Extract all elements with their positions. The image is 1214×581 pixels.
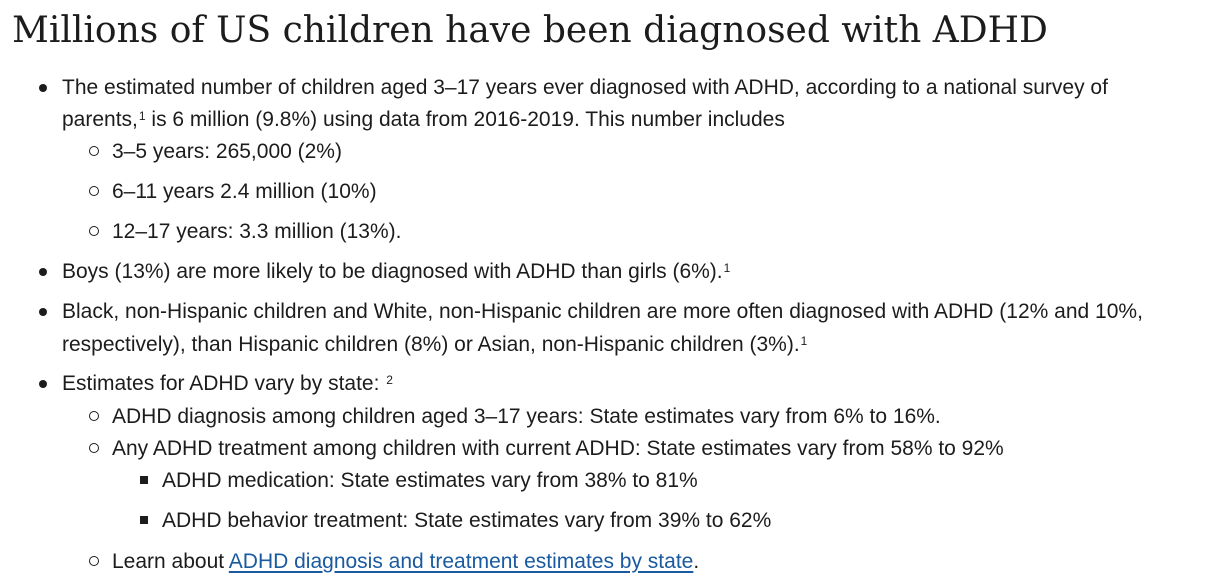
learn-about-prefix: Learn about — [112, 550, 229, 573]
bullet-circle-icon — [89, 146, 99, 156]
age-group-item: 12–17 years: 3.3 million (13%). — [112, 220, 402, 243]
bullet-circle-icon — [89, 226, 99, 236]
boys-text-body: Boys (13%) are more likely to be diagnos… — [62, 260, 723, 283]
race-text-line1: Black, non-Hispanic children and White, … — [62, 300, 1143, 323]
race-text-body: respectively), than Hispanic children (8… — [62, 333, 800, 356]
bullet-disc-icon — [39, 268, 47, 276]
bullet-square-icon — [140, 516, 148, 524]
bullet-square-icon — [140, 476, 148, 484]
footnote-ref-1[interactable]: 1 — [800, 334, 808, 348]
treatment-estimate-item: ADHD behavior treatment: State estimates… — [162, 509, 772, 532]
age-group-item: 6–11 years 2.4 million (10%) — [112, 180, 377, 203]
state-text: Estimates for ADHD vary by state: 2 — [62, 368, 393, 400]
estimated-text-rest: is 6 million (9.8%) using data from 2016… — [145, 108, 785, 131]
state-estimate-item: ADHD diagnosis among children aged 3–17 … — [112, 405, 941, 428]
bullet-circle-icon — [89, 556, 99, 566]
bullet-circle-icon — [89, 186, 99, 196]
estimated-text-parents: parents, — [62, 108, 138, 131]
state-estimates-link[interactable]: ADHD diagnosis and treatment estimates b… — [228, 550, 694, 573]
bullet-disc-icon — [39, 380, 47, 388]
footnote-ref-1[interactable]: 1 — [138, 109, 146, 123]
boys-text: Boys (13%) are more likely to be diagnos… — [62, 256, 730, 288]
estimated-text-line2: parents,1 is 6 million (9.8%) using data… — [62, 104, 785, 136]
bullet-disc-icon — [39, 308, 47, 316]
bullet-circle-icon — [89, 443, 99, 453]
bullet-circle-icon — [89, 411, 99, 421]
treatment-estimate-item: ADHD medication: State estimates vary fr… — [162, 469, 698, 492]
page-title: Millions of US children have been diagno… — [12, 10, 1048, 51]
race-text-line2: respectively), than Hispanic children (8… — [62, 329, 807, 361]
learn-about-item: Learn about ADHD diagnosis and treatment… — [112, 546, 699, 578]
bullet-disc-icon — [39, 84, 47, 92]
estimated-text-line1: The estimated number of children aged 3–… — [62, 76, 1108, 99]
age-group-item: 3–5 years: 265,000 (2%) — [112, 140, 342, 163]
footnote-ref-1[interactable]: 1 — [723, 261, 731, 275]
learn-about-suffix: . — [693, 550, 700, 573]
state-estimate-item: Any ADHD treatment among children with c… — [112, 437, 1004, 460]
footnote-ref-2[interactable]: 2 — [386, 373, 393, 387]
state-text-body: Estimates for ADHD vary by state: — [62, 372, 386, 395]
